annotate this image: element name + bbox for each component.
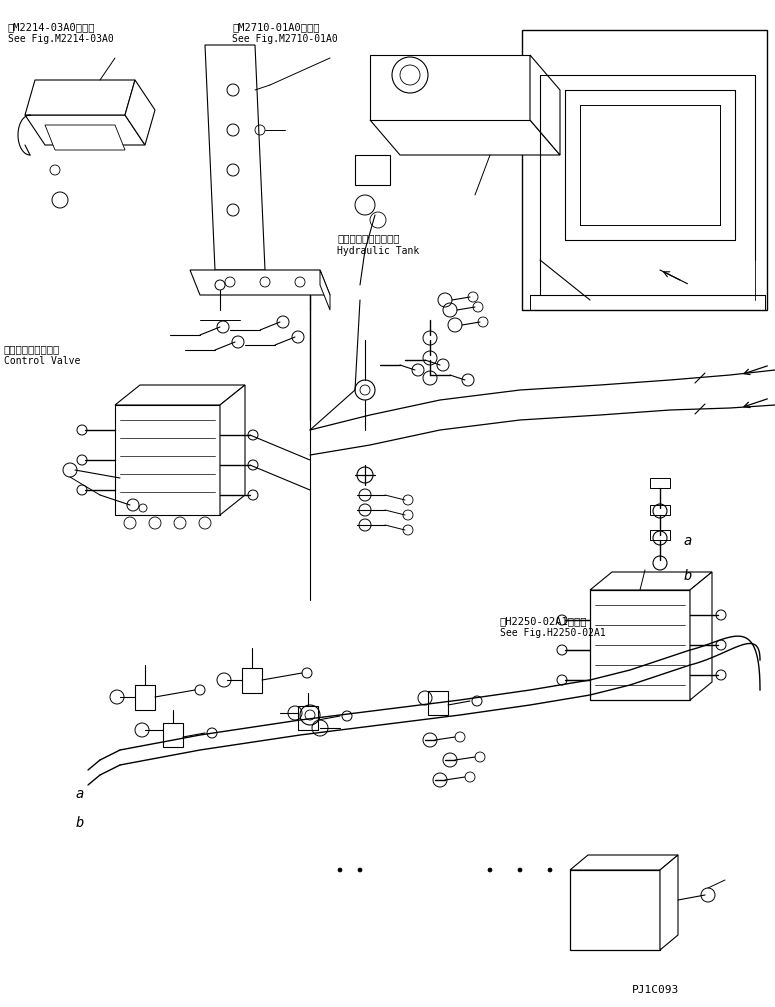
Polygon shape: [25, 80, 135, 115]
Polygon shape: [242, 668, 262, 693]
Text: コントロールバルブ: コントロールバルブ: [4, 344, 60, 354]
Text: Hydraulic Tank: Hydraulic Tank: [337, 246, 419, 256]
Text: See Fig.M2214-03A0: See Fig.M2214-03A0: [8, 34, 113, 44]
Polygon shape: [660, 855, 678, 950]
Polygon shape: [370, 55, 530, 120]
Bar: [650, 505, 670, 515]
Text: See Fig.H2250-02A1: See Fig.H2250-02A1: [500, 628, 605, 638]
Text: ハイドロリックタンク: ハイドロリックタンク: [337, 234, 400, 244]
Text: b: b: [76, 816, 84, 830]
Polygon shape: [530, 55, 560, 155]
Text: See Fig.M2710-01A0: See Fig.M2710-01A0: [232, 34, 338, 44]
Polygon shape: [570, 855, 678, 870]
Polygon shape: [428, 691, 448, 715]
Polygon shape: [690, 572, 712, 700]
Polygon shape: [115, 405, 220, 515]
Polygon shape: [570, 870, 660, 950]
Polygon shape: [370, 120, 560, 155]
Polygon shape: [163, 723, 183, 747]
Polygon shape: [320, 270, 330, 310]
Circle shape: [338, 868, 342, 872]
Polygon shape: [298, 706, 318, 730]
Polygon shape: [590, 590, 690, 700]
Text: 第M2710-01A0図参照: 第M2710-01A0図参照: [232, 22, 320, 32]
Circle shape: [358, 868, 362, 872]
Bar: [522, 30, 767, 310]
Circle shape: [548, 868, 552, 872]
Polygon shape: [190, 270, 330, 295]
Polygon shape: [125, 80, 155, 145]
Polygon shape: [115, 385, 245, 405]
Text: a: a: [76, 787, 84, 802]
Circle shape: [518, 868, 522, 872]
Text: PJ1C093: PJ1C093: [632, 985, 679, 995]
Bar: [650, 478, 670, 488]
Polygon shape: [25, 115, 145, 145]
Text: Control Valve: Control Valve: [4, 356, 81, 367]
Polygon shape: [590, 572, 712, 590]
Text: 第M2214-03A0図参照: 第M2214-03A0図参照: [8, 22, 95, 32]
Text: b: b: [684, 569, 692, 583]
Text: 第H2250-02A1図参照: 第H2250-02A1図参照: [500, 616, 587, 626]
Polygon shape: [220, 385, 245, 515]
Text: a: a: [684, 534, 692, 548]
Bar: [650, 530, 670, 540]
Circle shape: [488, 868, 492, 872]
Polygon shape: [135, 685, 155, 710]
Bar: [355, 155, 390, 185]
Polygon shape: [205, 45, 265, 270]
Polygon shape: [45, 125, 125, 150]
